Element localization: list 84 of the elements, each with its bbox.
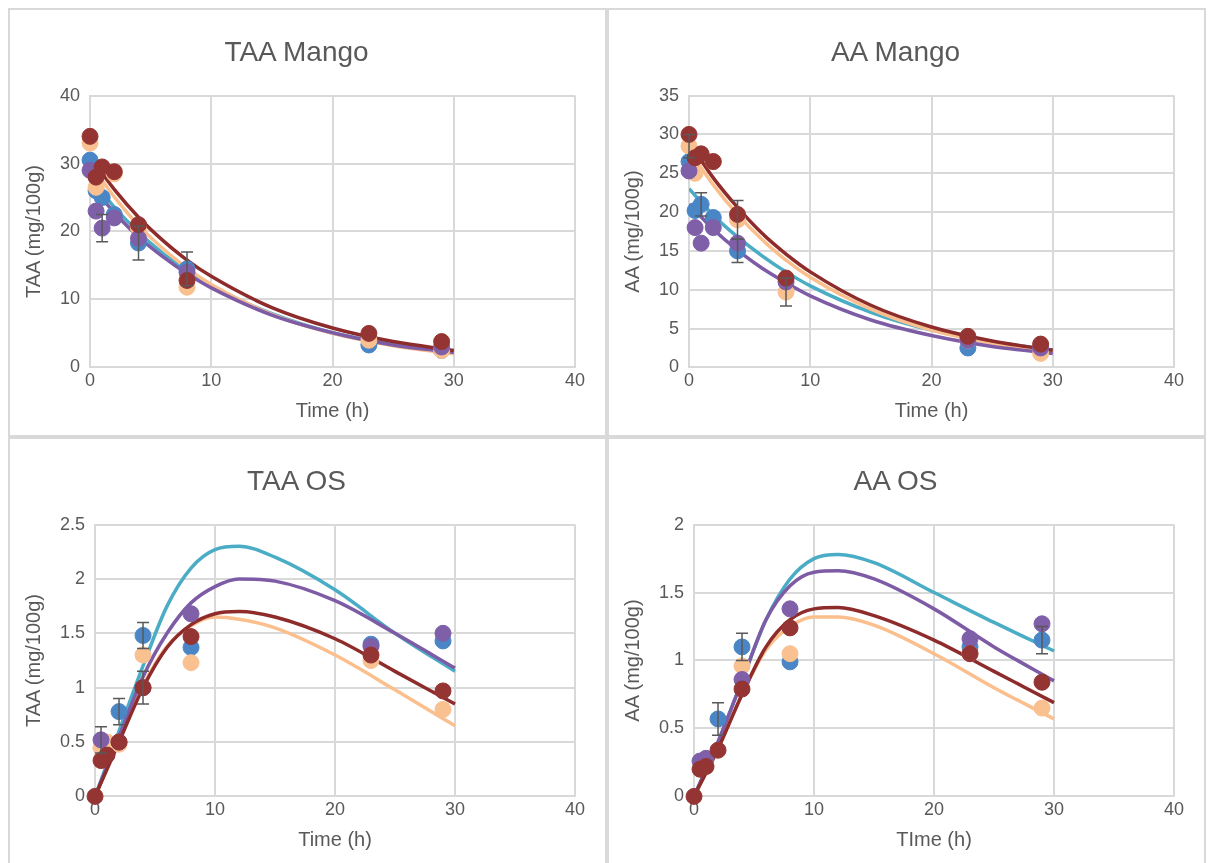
- point: [1033, 699, 1051, 717]
- x-tick-label: 20: [322, 370, 343, 391]
- x-axis-title: TIme (h): [896, 827, 972, 850]
- y-axis-title: AA (mg/100g): [620, 170, 643, 293]
- x-tick-label: 10: [201, 370, 222, 391]
- point: [781, 600, 799, 618]
- point: [81, 127, 99, 145]
- x-tick-label: 40: [564, 370, 586, 391]
- point: [781, 645, 799, 663]
- y-tick-label: 15: [658, 239, 680, 260]
- chart-title: TAA OS: [246, 464, 347, 496]
- point: [360, 324, 378, 342]
- point: [692, 145, 710, 163]
- x-tick-label: 30: [1043, 799, 1065, 820]
- point: [733, 680, 751, 698]
- y-tick-label: 2.5: [59, 513, 86, 534]
- x-tick-label: 40: [564, 799, 586, 820]
- y-tick-label: 5: [669, 317, 680, 338]
- point: [182, 654, 200, 672]
- point: [98, 746, 116, 764]
- x-axis-title: Time (h): [298, 827, 372, 850]
- chart-title: AA Mango: [830, 35, 961, 67]
- point: [434, 682, 452, 700]
- point: [434, 624, 452, 642]
- x-axis-title: Time (h): [894, 398, 969, 421]
- y-axis-title: TAA (mg/100g): [21, 164, 44, 299]
- point: [182, 605, 200, 623]
- point: [781, 619, 799, 637]
- y-axis-title: TAA (mg/100g): [21, 593, 44, 728]
- y-tick-label: 30: [59, 152, 81, 173]
- point: [433, 333, 451, 351]
- x-tick-label: 10: [205, 799, 226, 820]
- point: [134, 646, 152, 664]
- y-tick-label: 10: [59, 288, 81, 309]
- point: [434, 700, 452, 718]
- y-tick-label: 25: [658, 162, 680, 183]
- x-tick-label: 20: [921, 370, 942, 391]
- point: [729, 205, 747, 223]
- y-tick-label: 40: [59, 84, 81, 105]
- chart-title: AA OS: [853, 464, 938, 496]
- y-tick-label: 1: [75, 676, 86, 697]
- y-tick-label: 35: [658, 84, 680, 105]
- x-tick-label: 30: [1042, 370, 1063, 391]
- y-tick-label: 0: [669, 356, 680, 377]
- y-tick-label: 10: [658, 278, 680, 299]
- point: [709, 741, 727, 759]
- x-tick-label: 40: [1163, 799, 1185, 820]
- y-tick-label: 0: [70, 356, 81, 377]
- point: [692, 234, 710, 252]
- y-tick-label: 20: [59, 220, 81, 241]
- point: [1033, 673, 1051, 691]
- x-tick-label: 20: [325, 799, 346, 820]
- chart-title: TAA Mango: [224, 35, 369, 67]
- y-tick-label: 30: [658, 123, 680, 144]
- x-tick-label: 30: [443, 370, 464, 391]
- point: [959, 327, 977, 345]
- y-tick-label: 2: [75, 567, 86, 588]
- x-tick-label: 10: [800, 370, 821, 391]
- point: [86, 787, 104, 805]
- y-tick-label: 1.5: [658, 581, 685, 602]
- x-tick-label: 30: [444, 799, 466, 820]
- y-tick-label: 0: [75, 785, 86, 806]
- point: [697, 758, 715, 775]
- x-tick-label: 20: [924, 799, 945, 820]
- point: [87, 202, 105, 220]
- point: [685, 787, 703, 805]
- y-axis-title: AA (mg/100g): [620, 599, 643, 722]
- y-tick-label: 0.5: [59, 731, 86, 752]
- y-tick-label: 2: [674, 513, 685, 534]
- point: [680, 162, 698, 180]
- y-tick-label: 1.5: [59, 622, 86, 643]
- y-tick-label: 20: [658, 201, 680, 222]
- point: [686, 219, 704, 237]
- point: [362, 646, 380, 664]
- point: [182, 628, 200, 646]
- point: [704, 219, 722, 237]
- x-tick-label: 40: [1163, 370, 1185, 391]
- point: [1032, 335, 1050, 353]
- y-tick-label: 1: [674, 649, 685, 670]
- y-tick-label: 0: [674, 785, 685, 806]
- x-axis-title: Time (h): [295, 398, 370, 421]
- x-tick-label: 10: [804, 799, 825, 820]
- point: [961, 630, 979, 648]
- y-tick-label: 0.5: [658, 717, 685, 738]
